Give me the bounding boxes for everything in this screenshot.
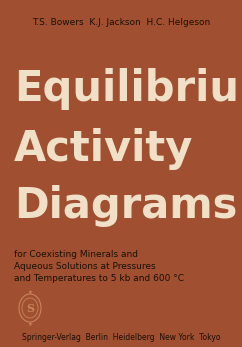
Text: Activity: Activity xyxy=(14,128,193,170)
Text: Diagrams: Diagrams xyxy=(14,185,237,227)
Text: Aqueous Solutions at Pressures: Aqueous Solutions at Pressures xyxy=(14,262,156,271)
Text: ★: ★ xyxy=(28,289,32,295)
Text: Springer-Verlag  Berlin  Heidelberg  New York  Tokyo: Springer-Verlag Berlin Heidelberg New Yo… xyxy=(22,332,220,341)
Text: for Coexisting Minerals and: for Coexisting Minerals and xyxy=(14,250,138,259)
Text: Equilibrium: Equilibrium xyxy=(14,68,242,110)
Text: S: S xyxy=(26,303,34,313)
Text: T.S. Bowers  K.J. Jackson  H.C. Helgeson: T.S. Bowers K.J. Jackson H.C. Helgeson xyxy=(32,17,210,26)
Text: and Temperatures to 5 kb and 600 °C: and Temperatures to 5 kb and 600 °C xyxy=(14,274,184,283)
Text: ★: ★ xyxy=(28,322,32,327)
